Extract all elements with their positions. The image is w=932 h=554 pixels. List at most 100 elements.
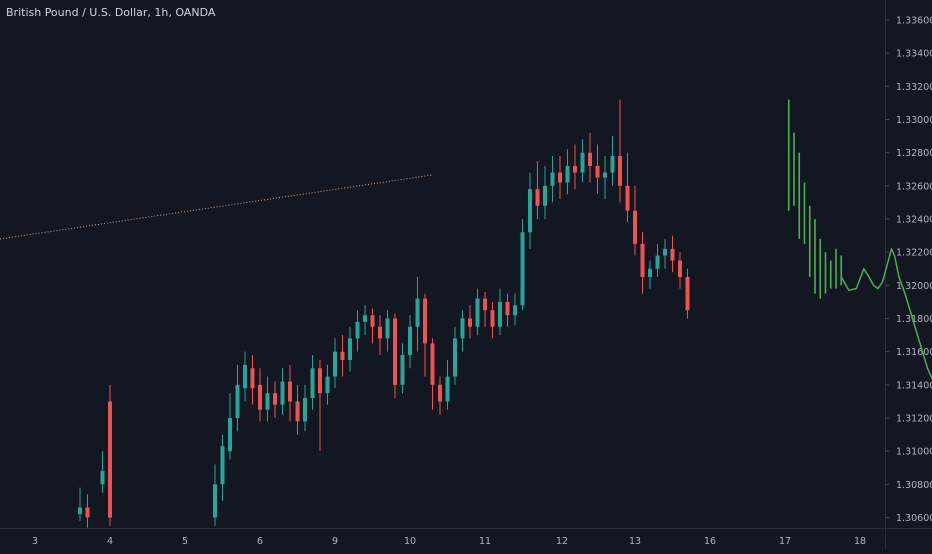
y-tick-label: 1.30600: [896, 513, 932, 524]
candle: [633, 185, 637, 256]
x-tick-label: 3: [32, 536, 38, 547]
candle: [235, 364, 240, 432]
candle-body: [573, 165, 577, 173]
candle-body: [543, 185, 547, 206]
candle-body: [550, 172, 555, 186]
x-tick-label: 13: [629, 536, 641, 547]
candle-body: [310, 368, 315, 399]
x-tick-label: 9: [332, 536, 338, 547]
candle: [295, 384, 300, 435]
y-tick-label: 1.33200: [896, 82, 932, 93]
candle: [430, 338, 435, 410]
candle-body: [235, 384, 240, 418]
y-tick-label: 1.31400: [896, 380, 932, 391]
candle-body: [228, 418, 232, 452]
y-tick-label: 1.30800: [896, 480, 932, 491]
y-tick-label: 1.31800: [896, 314, 932, 325]
candle-body: [678, 260, 682, 278]
y-tick-label: 1.33600: [896, 16, 932, 27]
candle: [610, 136, 615, 186]
candle: [303, 384, 307, 432]
candle-body: [220, 446, 225, 485]
candle-body: [355, 321, 360, 339]
candle-body: [490, 310, 495, 327]
candle-body: [348, 338, 352, 360]
candle: [288, 364, 292, 422]
symbol-title: British Pound / U.S. Dollar, 1h, OANDA: [6, 6, 216, 19]
y-tick-label: 1.32600: [896, 181, 932, 192]
candle-body: [333, 351, 337, 377]
candle-body: [213, 484, 217, 518]
candle-body: [363, 315, 367, 322]
candle: [385, 310, 390, 352]
candle-body: [108, 401, 112, 518]
candle: [498, 288, 502, 336]
candle: [423, 293, 427, 377]
candle-body: [498, 301, 502, 327]
candle: [325, 364, 330, 405]
candle: [685, 268, 690, 319]
candle-body: [603, 172, 607, 178]
candle: [468, 305, 472, 339]
candle-body: [535, 189, 540, 206]
candle-body: [288, 381, 292, 402]
candle-body: [325, 376, 330, 394]
projection-line: [840, 248, 932, 381]
candle: [543, 165, 547, 219]
candle: [355, 310, 360, 352]
candle-body: [663, 248, 667, 256]
candle: [475, 288, 480, 336]
candle: [228, 393, 232, 460]
candle-body: [445, 376, 450, 402]
candle: [588, 132, 592, 183]
x-tick-label: 16: [704, 536, 716, 547]
y-tick-label: 1.33400: [896, 49, 932, 60]
candle-body: [460, 318, 465, 339]
y-tick-label: 1.33000: [896, 115, 932, 126]
candle: [363, 305, 367, 336]
candle: [565, 149, 570, 195]
y-tick-label: 1.32200: [896, 248, 932, 259]
candle-body: [280, 381, 285, 405]
candle-body: [588, 152, 592, 166]
candle-body: [528, 189, 532, 233]
x-tick-label: 4: [107, 536, 113, 547]
y-tick-label: 1.32400: [896, 215, 932, 226]
x-tick-label: 17: [779, 536, 791, 547]
candle: [370, 308, 375, 344]
candle: [603, 155, 607, 200]
candle: [408, 315, 412, 369]
candle: [580, 139, 585, 183]
candle: [490, 301, 495, 339]
x-tick-label: 11: [479, 536, 491, 547]
candle: [393, 313, 397, 399]
candle: [108, 384, 112, 526]
candle: [265, 376, 270, 422]
candle-body: [633, 210, 637, 244]
x-tick-label: 18: [854, 536, 866, 547]
candle-body: [453, 338, 457, 377]
candle-body: [558, 172, 562, 183]
candle-body: [78, 507, 82, 515]
candle: [243, 351, 247, 402]
candle-body: [393, 318, 397, 385]
candle: [520, 219, 525, 311]
candle: [625, 152, 630, 223]
candle-body: [430, 343, 435, 385]
candle: [573, 144, 577, 190]
candle-body: [318, 368, 322, 394]
candle-body: [670, 248, 675, 261]
candle-body: [505, 301, 510, 316]
candle: [250, 354, 255, 405]
candle-body: [258, 384, 262, 410]
candle-body: [85, 507, 90, 518]
candle: [460, 310, 465, 352]
candle-body: [565, 165, 570, 183]
x-tick-label: 5: [182, 536, 188, 547]
y-tick-label: 1.32000: [896, 281, 932, 292]
candle-body: [303, 398, 307, 422]
candle: [273, 381, 277, 418]
candle-body: [475, 298, 480, 327]
